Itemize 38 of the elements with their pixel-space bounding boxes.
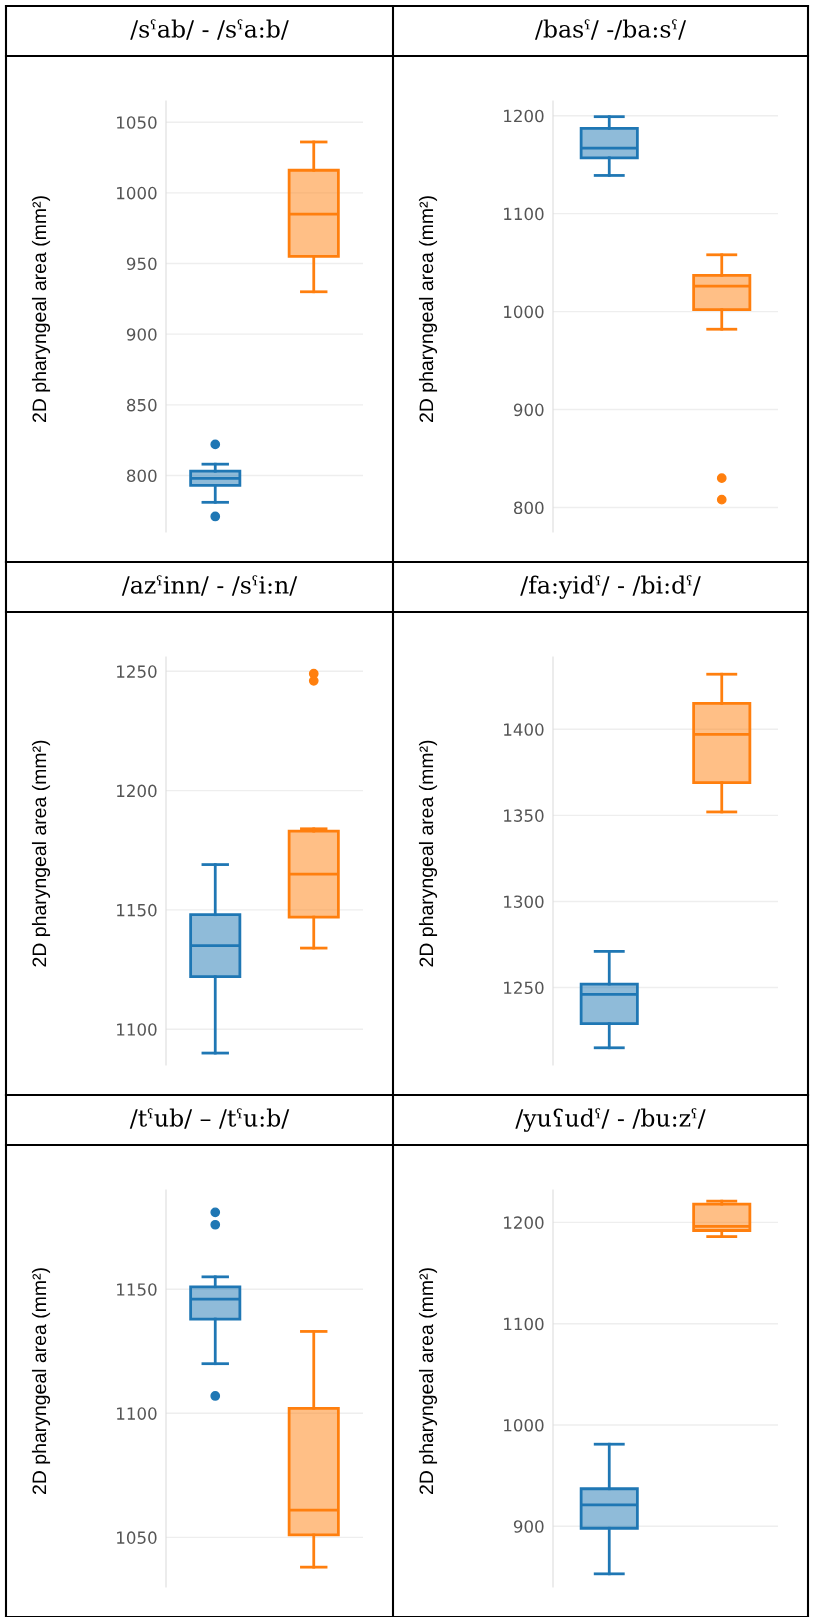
y-tick-label: 1200	[504, 1216, 544, 1229]
chart-title: /sˤab/ - /sˤa:b/	[130, 19, 289, 40]
y-tick-label: 900	[513, 1520, 544, 1533]
y-tick-label: 900	[126, 328, 157, 341]
y-tick-label: 800	[513, 501, 544, 515]
y-tick-label: 1200	[117, 784, 157, 798]
y-tick-label: 900	[513, 403, 544, 417]
y-tick-label: 1050	[117, 116, 157, 129]
y-tick-label: 1000	[117, 186, 157, 200]
y-tick-label: 1200	[504, 109, 544, 123]
y-axis-title: 2D pharyngeal area (mm²)	[31, 740, 51, 967]
chart-title: /fa:yidˤ/ - /bi:dˤ/	[520, 575, 701, 599]
y-tick-label: 1150	[117, 903, 157, 917]
y-tick-label: 1100	[504, 1317, 544, 1331]
chart-title: /basˤ/ -/ba:sˤ/	[534, 19, 687, 40]
y-axis-title: 2D pharyngeal area (mm²)	[418, 196, 438, 423]
y-tick-label: 800	[126, 469, 157, 483]
y-tick-label: 1050	[117, 1531, 157, 1544]
y-axis-title: 2D pharyngeal area (mm²)	[418, 1268, 438, 1495]
y-axis-title: 2D pharyngeal area (mm²)	[418, 740, 438, 967]
chart-title: /yuʕudˤ/ - /bu:zˤ/	[515, 1108, 706, 1132]
y-tick-label: 1100	[117, 1407, 157, 1420]
y-axis-title: 2D pharyngeal area (mm²)	[31, 1268, 51, 1495]
y-tick-label: 1150	[117, 1283, 157, 1296]
y-tick-label: 850	[126, 398, 157, 412]
y-tick-label: 1100	[117, 1023, 157, 1036]
y-tick-label: 1400	[504, 723, 544, 736]
y-tick-label: 1000	[504, 1418, 544, 1432]
y-axis-title: 2D pharyngeal area (mm²)	[31, 196, 51, 423]
y-tick-label: 1100	[504, 207, 544, 221]
y-tick-label: 1000	[504, 305, 544, 319]
chart-title: /tˤub/ – /tˤu:b/	[129, 1108, 290, 1129]
y-tick-label: 950	[126, 257, 157, 271]
y-tick-label: 1300	[504, 895, 544, 909]
chart-title: /azˤinn/ - /sˤi:n/	[121, 575, 298, 596]
y-tick-label: 1250	[117, 665, 157, 678]
y-tick-label: 1350	[504, 809, 544, 822]
y-tick-label: 1250	[504, 981, 544, 995]
